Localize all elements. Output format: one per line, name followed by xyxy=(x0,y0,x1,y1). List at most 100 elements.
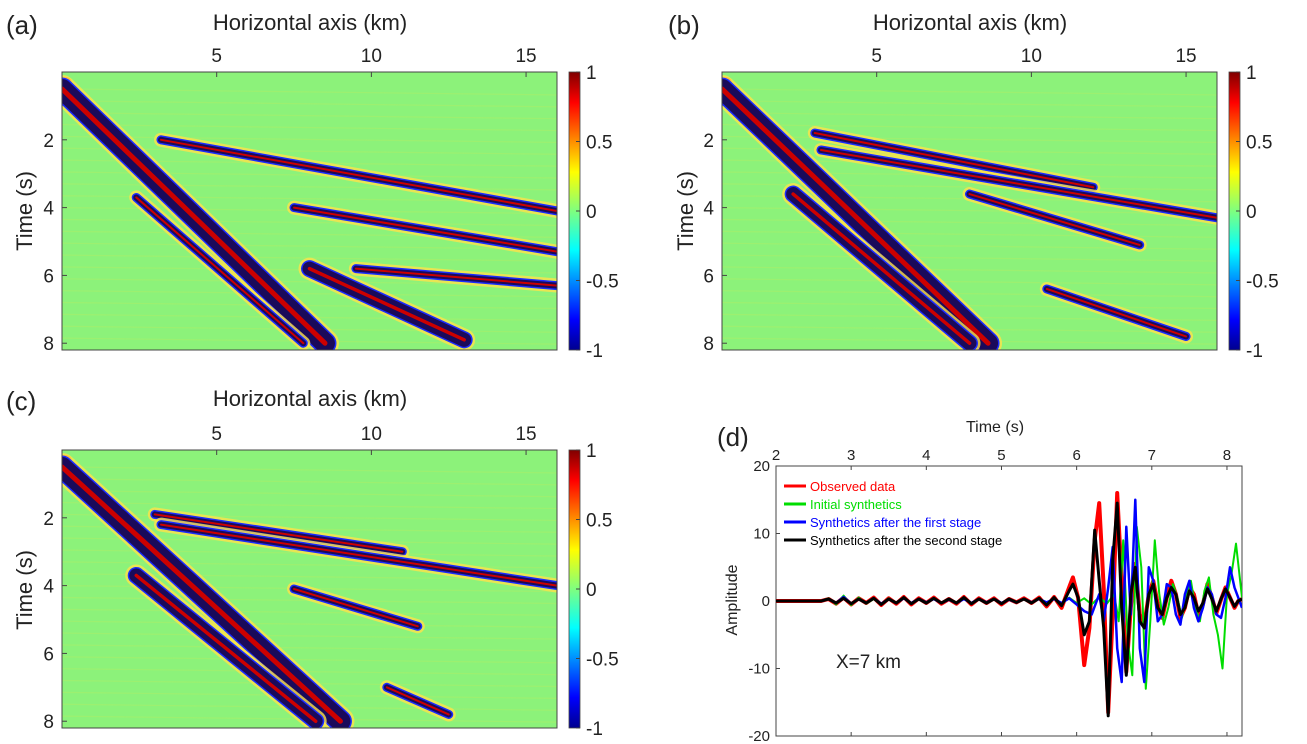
colorbar-tick-label: 1 xyxy=(1246,63,1257,84)
noise-stripe xyxy=(62,123,557,132)
y-tick-label: 20 xyxy=(753,458,770,475)
colorbar-tick-label: -0.5 xyxy=(586,650,619,671)
panel-b-ylabel: Time (s) xyxy=(673,171,698,251)
station-annotation: X=7 km xyxy=(836,652,901,673)
plot-frame xyxy=(61,449,558,729)
noise-stripe xyxy=(722,123,1217,132)
event-center xyxy=(62,464,343,724)
panel-a-xlabel: Horizontal axis (km) xyxy=(213,10,407,35)
x-tick-label: 6 xyxy=(1072,447,1080,464)
x-tick-label: 3 xyxy=(847,447,855,464)
x-tick-label: 10 xyxy=(1021,46,1042,67)
legend-entry: Observed data xyxy=(810,479,896,494)
legend-entry: Synthetics after the second stage xyxy=(810,533,1002,548)
noise-stripe xyxy=(62,727,112,728)
colorbar-tick-label: 1 xyxy=(586,441,597,462)
colorbar-tick-label: 0.5 xyxy=(586,133,612,154)
waveform-plot: 2 3 4 5 6 7 8 20 10 0 -10 -20 Observed data Initial s… xyxy=(748,447,1243,744)
y-tick-label: 4 xyxy=(703,199,714,220)
colorbar-tick-label: 0.5 xyxy=(1246,133,1272,154)
event-center xyxy=(293,206,557,253)
legend-entry: Synthetics after the first stage xyxy=(810,515,981,530)
event-center xyxy=(135,196,305,345)
noise-stripe xyxy=(722,266,1217,274)
y-tick-label: 8 xyxy=(703,334,714,355)
x-tick-label: 10 xyxy=(361,46,382,67)
noise-stripe xyxy=(62,349,112,350)
series-line xyxy=(776,501,1242,718)
noise-stripe xyxy=(722,112,1217,120)
event-center xyxy=(820,148,1217,219)
seismogram-plot-a: 5 10 15 2 4 6 8 1 0.5 0 -0.5 -1 xyxy=(43,46,618,362)
noise-stripe xyxy=(62,644,557,652)
event-center xyxy=(385,686,450,716)
seismogram-plot-c: 5 10 15 2 4 6 8 1 0.5 0 -0.5 -1 xyxy=(43,424,618,740)
panel-a-label: (a) xyxy=(6,10,38,40)
noise-stripe xyxy=(722,290,1217,298)
noise-stripe xyxy=(62,656,557,664)
y-tick-label: -10 xyxy=(748,661,770,678)
noise-stripe xyxy=(62,490,557,498)
y-tick-label: 4 xyxy=(43,577,54,598)
noise-stripe xyxy=(62,100,557,108)
x-tick-label: 15 xyxy=(515,424,536,445)
noise-stripe xyxy=(62,88,557,96)
y-tick-label: 10 xyxy=(753,526,770,543)
colorbar-tick-label: -1 xyxy=(586,719,603,740)
y-tick-label: 6 xyxy=(703,266,714,287)
x-tick-label: 15 xyxy=(1175,46,1196,67)
event-center xyxy=(813,132,1095,189)
colorbar-tick-label: -1 xyxy=(1246,341,1263,362)
noise-stripe xyxy=(62,466,557,474)
noise-stripe xyxy=(62,478,557,486)
noise-stripe xyxy=(62,112,557,120)
event-center xyxy=(293,588,419,628)
colorbar-tick-label: 0 xyxy=(586,580,597,601)
event-layer xyxy=(62,452,557,728)
y-tick-label: 2 xyxy=(703,131,714,152)
colorbar-tick-label: -1 xyxy=(586,341,603,362)
event-center xyxy=(791,192,972,345)
noise-stripe xyxy=(62,501,557,510)
noise-stripe xyxy=(722,100,1217,108)
y-tick-label: 6 xyxy=(43,266,54,287)
panel-d-xlabel: Time (s) xyxy=(966,419,1024,436)
noise-stripe xyxy=(62,620,557,628)
noise-stripe xyxy=(722,278,1217,286)
y-tick-label: 6 xyxy=(43,644,54,665)
y-tick-label: -20 xyxy=(748,728,770,744)
seismogram-plot-b: 5 10 15 2 4 6 8 1 0.5 0 -0.5 -1 xyxy=(703,46,1278,362)
panel-a-ylabel: Time (s) xyxy=(12,171,37,251)
colorbar-tick-label: 0 xyxy=(1246,202,1257,223)
x-tick-label: 5 xyxy=(871,46,882,67)
noise-stripe xyxy=(62,513,557,522)
noise-stripe xyxy=(62,242,557,250)
event-center xyxy=(153,513,404,553)
panel-b: (b) Horizontal axis (km) Time (s) 5 10 152… xyxy=(668,10,1279,362)
noise-stripe xyxy=(722,254,1217,262)
x-tick-label: 4 xyxy=(922,447,930,464)
x-tick-label: 10 xyxy=(361,424,382,445)
y-tick-label: 2 xyxy=(43,509,54,530)
y-tick-label: 8 xyxy=(43,712,54,733)
noise-stripe xyxy=(722,349,772,350)
panel-c-ylabel: Time (s) xyxy=(12,550,37,630)
noise-stripe xyxy=(722,301,1217,310)
colorbar-tick-label: 1 xyxy=(586,63,597,84)
panel-a: (a) Horizontal axis (km) Time (s) 5 10 152… xyxy=(6,10,619,362)
legend: Observed data Initial synthetics Synthetic… xyxy=(784,479,1002,548)
y-tick-label: 4 xyxy=(43,199,54,220)
x-tick-label: 5 xyxy=(997,447,1005,464)
noise-stripe xyxy=(722,218,1217,227)
event-center xyxy=(968,193,1141,246)
noise-stripe xyxy=(62,632,557,640)
x-tick-label: 15 xyxy=(515,46,536,67)
event-center xyxy=(1045,287,1188,338)
event-center xyxy=(62,86,328,346)
panel-d-ylabel: Amplitude xyxy=(724,564,741,635)
panel-d-label: (d) xyxy=(717,422,749,452)
event-center xyxy=(307,266,466,342)
x-tick-label: 2 xyxy=(772,447,780,464)
y-tick-label: 0 xyxy=(762,593,770,610)
